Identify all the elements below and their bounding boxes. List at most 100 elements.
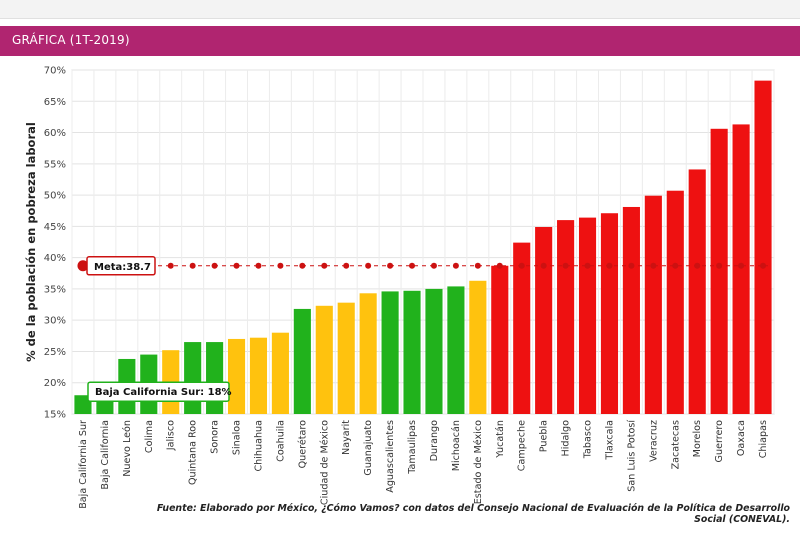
meta-point bbox=[255, 262, 262, 269]
bar bbox=[600, 213, 619, 414]
bar bbox=[74, 395, 92, 414]
x-tick-label: Veracruz bbox=[648, 420, 659, 462]
x-tick-label: Puebla bbox=[539, 420, 550, 452]
meta-point bbox=[277, 262, 284, 269]
meta-point bbox=[518, 262, 525, 269]
meta-point bbox=[387, 262, 394, 269]
meta-point bbox=[77, 260, 89, 272]
x-tick-label: Ciudad de México bbox=[318, 420, 330, 505]
meta-point bbox=[299, 262, 306, 269]
meta-callout: Meta:38.7 bbox=[86, 256, 156, 276]
x-tick-label: San Luis Potosí bbox=[625, 420, 637, 492]
x-tick-label: Guerrero bbox=[714, 420, 725, 463]
bar bbox=[206, 342, 224, 414]
y-tick-label: 30% bbox=[44, 316, 66, 327]
meta-point bbox=[650, 262, 657, 269]
x-tick-label: Zacatecas bbox=[670, 420, 681, 469]
bars-group bbox=[74, 80, 772, 415]
callouts: Meta:38.7 Baja California Sur: 18% bbox=[86, 256, 232, 402]
bar bbox=[425, 288, 443, 414]
bar bbox=[271, 332, 289, 414]
bar bbox=[293, 308, 311, 414]
meta-point bbox=[321, 262, 328, 269]
y-tick-label: 70% bbox=[44, 66, 66, 77]
meta-point bbox=[694, 262, 701, 269]
y-tick-label: 20% bbox=[44, 378, 66, 389]
meta-point bbox=[233, 262, 240, 269]
meta-point bbox=[409, 262, 416, 269]
bar bbox=[513, 242, 531, 414]
meta-point bbox=[562, 262, 569, 269]
x-tick-label: Estado de México bbox=[472, 420, 484, 504]
meta-point bbox=[628, 262, 635, 269]
y-axis-ticks: 15% 20% 25% 30% 35% 40% 45% 50% 55% 60% 65% 70% bbox=[44, 66, 66, 421]
x-tick-label: Tamaulipas bbox=[407, 420, 418, 475]
meta-point bbox=[167, 262, 174, 269]
x-axis-ticks: Baja California Sur Baja California Nuevo … bbox=[78, 420, 769, 509]
bar bbox=[754, 80, 772, 415]
bar bbox=[359, 293, 377, 414]
x-tick-label: Tabasco bbox=[583, 420, 594, 459]
y-tick-label: 35% bbox=[44, 284, 66, 295]
bar bbox=[644, 195, 662, 414]
bar bbox=[535, 226, 553, 414]
x-tick-label: Tlaxcala bbox=[604, 420, 615, 461]
chart-header-bar: GRÁFICA (1T-2019) bbox=[0, 26, 800, 56]
chart-header-title: GRÁFICA (1T-2019) bbox=[12, 33, 130, 47]
x-tick-label: Quintana Roo bbox=[188, 420, 199, 485]
y-tick-label: 45% bbox=[44, 222, 66, 233]
x-tick-label: Guanajuato bbox=[363, 420, 374, 476]
bar bbox=[622, 206, 640, 414]
meta-point bbox=[365, 262, 372, 269]
meta-reference-line bbox=[77, 260, 768, 272]
bar bbox=[249, 337, 268, 414]
meta-point bbox=[738, 262, 745, 269]
x-tick-label: Baja California Sur bbox=[78, 420, 89, 509]
x-tick-label: Chihuahua bbox=[253, 420, 264, 472]
meta-point bbox=[716, 262, 723, 269]
x-tick-label: Campeche bbox=[517, 420, 528, 471]
y-tick-label: 55% bbox=[44, 159, 66, 170]
meta-point bbox=[496, 262, 503, 269]
source-note: Fuente: Elaborado por México, ¿Cómo Vamo… bbox=[156, 503, 790, 525]
meta-point bbox=[606, 262, 613, 269]
x-tick-label: Hidalgo bbox=[561, 420, 572, 457]
bar bbox=[688, 169, 706, 414]
bar bbox=[491, 265, 509, 414]
y-tick-label: 15% bbox=[44, 410, 66, 421]
bar bbox=[666, 190, 684, 414]
meta-point bbox=[211, 262, 218, 269]
y-tick-label: 65% bbox=[44, 97, 66, 108]
y-axis-title: % de la población en pobreza laboral bbox=[24, 122, 38, 362]
x-tick-label: Michoacán bbox=[450, 420, 462, 471]
x-tick-label: Nayarit bbox=[341, 420, 352, 455]
bar bbox=[710, 128, 728, 414]
x-tick-label: Nuevo León bbox=[121, 420, 133, 477]
x-tick-label: Chiapas bbox=[758, 420, 769, 458]
highlight-callout: Baja California Sur: 18% bbox=[87, 381, 232, 402]
x-tick-label: Aguascalientes bbox=[385, 420, 396, 493]
y-tick-label: 25% bbox=[44, 347, 66, 358]
x-tick-label: Oaxaca bbox=[736, 420, 747, 456]
bar bbox=[469, 280, 487, 414]
meta-callout-box bbox=[86, 256, 156, 276]
meta-point bbox=[189, 262, 196, 269]
meta-callout-text: Meta:38.7 bbox=[94, 262, 151, 273]
x-tick-label: Yucatán bbox=[494, 420, 506, 459]
x-tick-label: Querétaro bbox=[296, 420, 308, 469]
x-tick-label: Colima bbox=[144, 420, 155, 453]
x-tick-label: Sonora bbox=[210, 420, 221, 454]
x-tick-label: Durango bbox=[429, 420, 440, 461]
x-tick-label: Baja California bbox=[100, 420, 111, 490]
bar bbox=[227, 338, 246, 414]
x-tick-label: Sinaloa bbox=[232, 420, 243, 455]
bar bbox=[732, 124, 750, 414]
highlight-callout-box bbox=[87, 381, 230, 402]
bar bbox=[447, 286, 465, 414]
bar bbox=[578, 217, 597, 414]
bar bbox=[337, 302, 355, 414]
y-tick-label: 50% bbox=[44, 191, 66, 202]
y-tick-label: 40% bbox=[44, 253, 66, 264]
x-tick-label: Coahuila bbox=[275, 420, 286, 462]
